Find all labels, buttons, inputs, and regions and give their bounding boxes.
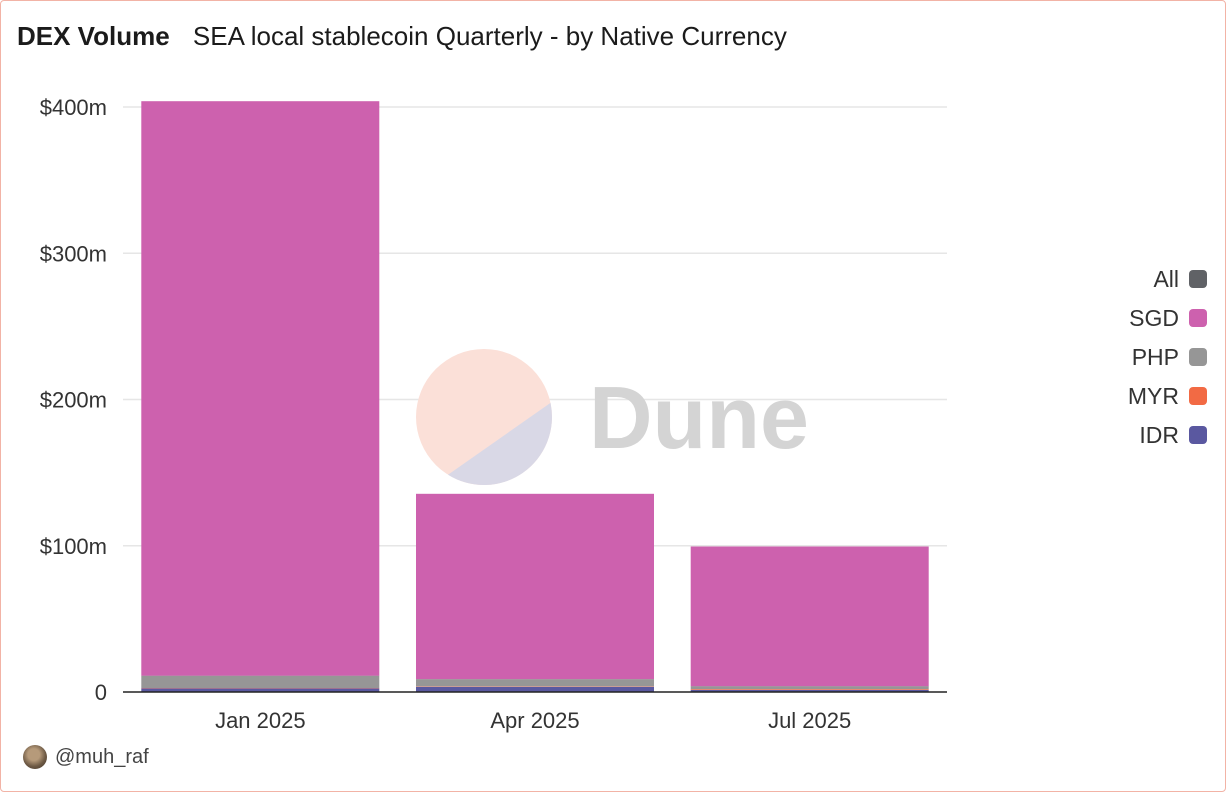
bar-segment-sgd[interactable] xyxy=(416,493,654,680)
y-tick-label: $200m xyxy=(40,388,107,413)
bar-segment-idr[interactable] xyxy=(141,688,380,692)
legend-label: MYR xyxy=(1128,383,1179,409)
y-axis-ticks: 0 $100m $200m $300m $400m xyxy=(40,95,107,705)
y-tick-label: $100m xyxy=(40,534,107,559)
legend-swatch xyxy=(1189,387,1207,405)
bar-segment-myr[interactable] xyxy=(690,689,929,690)
legend-swatch xyxy=(1189,348,1207,366)
legend-label: PHP xyxy=(1132,344,1179,370)
y-tick-label: $300m xyxy=(40,241,107,266)
y-tick-label: $400m xyxy=(40,95,107,120)
bar-group xyxy=(141,101,929,692)
legend-label: All xyxy=(1153,266,1179,292)
bar-segment-php[interactable] xyxy=(690,686,929,689)
x-axis-ticks: Jan 2025 Apr 2025 Jul 2025 xyxy=(215,708,851,733)
legend-label: IDR xyxy=(1139,422,1179,448)
avatar xyxy=(23,745,47,769)
legend-swatch xyxy=(1189,309,1207,327)
x-tick-label: Apr 2025 xyxy=(490,708,579,733)
legend-swatch xyxy=(1189,270,1207,288)
legend-item-php[interactable]: PHP xyxy=(1132,344,1207,370)
dune-logo-icon xyxy=(416,349,552,485)
x-tick-label: Jul 2025 xyxy=(768,708,851,733)
chart-title: DEX Volume xyxy=(17,21,170,51)
bar-segment-idr[interactable] xyxy=(416,686,654,692)
legend-item-sgd[interactable]: SGD xyxy=(1129,305,1207,331)
author-handle[interactable]: @muh_raf xyxy=(55,745,149,768)
legend-item-all[interactable]: All xyxy=(1153,266,1207,292)
watermark-text: Dune xyxy=(589,368,809,467)
chart-subtitle: SEA local stablecoin Quarterly - by Nati… xyxy=(192,21,787,51)
y-tick-label: 0 xyxy=(95,680,107,705)
legend-swatch xyxy=(1189,426,1207,444)
legend-label: SGD xyxy=(1129,305,1179,331)
bar-segment-sgd[interactable] xyxy=(141,101,380,676)
bar-segment-php[interactable] xyxy=(416,679,654,687)
bar-segment-sgd[interactable] xyxy=(690,546,929,687)
dune-watermark: Dune xyxy=(416,349,809,485)
bar-segment-idr[interactable] xyxy=(690,689,929,692)
footer: @muh_raf xyxy=(23,745,149,769)
bar-segment-php[interactable] xyxy=(141,675,380,688)
x-tick-label: Jan 2025 xyxy=(215,708,306,733)
chart-header: DEX Volume SEA local stablecoin Quarterl… xyxy=(17,21,787,52)
legend-item-idr[interactable]: IDR xyxy=(1139,422,1207,448)
legend[interactable]: All SGD PHP MYR IDR xyxy=(1128,266,1207,448)
legend-item-myr[interactable]: MYR xyxy=(1128,383,1207,409)
